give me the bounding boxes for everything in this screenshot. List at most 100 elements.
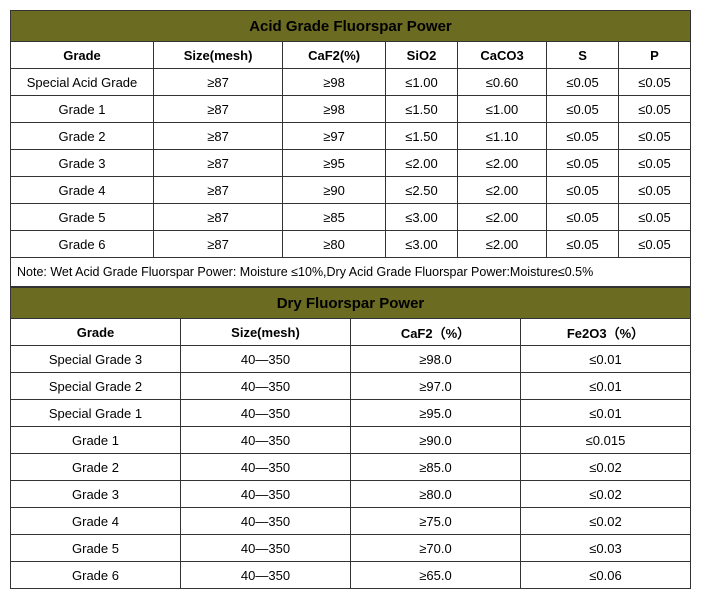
- table-cell: ≥87: [154, 231, 283, 258]
- table-cell: ≥90: [283, 177, 386, 204]
- table-cell: 40—350: [181, 346, 351, 373]
- table-cell: Grade 6: [11, 231, 154, 258]
- table-cell: ≤2.50: [386, 177, 458, 204]
- table-cell: Special Grade 1: [11, 400, 181, 427]
- acid-header-p: P: [619, 42, 691, 69]
- table-cell: ≤0.05: [619, 96, 691, 123]
- table-cell: 40—350: [181, 454, 351, 481]
- table-cell: Special Acid Grade: [11, 69, 154, 96]
- table-cell: ≤0.05: [547, 96, 619, 123]
- dry-table: Dry Fluorspar Power Grade Size(mesh) CaF…: [10, 287, 691, 589]
- dry-header-grade: Grade: [11, 319, 181, 346]
- table-cell: ≤0.02: [521, 481, 691, 508]
- table-cell: ≥80.0: [351, 481, 521, 508]
- acid-header-row: Grade Size(mesh) CaF2(%) SiO2 CaCO3 S P: [11, 42, 691, 69]
- table-cell: 40—350: [181, 427, 351, 454]
- table-cell: ≥90.0: [351, 427, 521, 454]
- table-cell: ≤0.05: [547, 231, 619, 258]
- table-cell: ≤0.05: [619, 69, 691, 96]
- table-row: Grade 140—350≥90.0≤0.015: [11, 427, 691, 454]
- table-cell: ≤2.00: [457, 150, 546, 177]
- acid-title-row: Acid Grade Fluorspar Power: [11, 11, 691, 42]
- acid-header-grade: Grade: [11, 42, 154, 69]
- table-row: Special Acid Grade≥87≥98≤1.00≤0.60≤0.05≤…: [11, 69, 691, 96]
- table-cell: 40—350: [181, 508, 351, 535]
- acid-header-caco3: CaCO3: [457, 42, 546, 69]
- table-cell: Grade 5: [11, 204, 154, 231]
- table-cell: 40—350: [181, 400, 351, 427]
- dry-header-caf2: CaF2（%）: [351, 319, 521, 346]
- dry-header-fe2o3: Fe2O3（%）: [521, 319, 691, 346]
- table-cell: ≤0.05: [547, 123, 619, 150]
- table-row: Grade 440—350≥75.0≤0.02: [11, 508, 691, 535]
- table-cell: Grade 1: [11, 96, 154, 123]
- acid-header-size: Size(mesh): [154, 42, 283, 69]
- table-cell: 40—350: [181, 481, 351, 508]
- table-cell: Grade 6: [11, 562, 181, 589]
- table-cell: Grade 4: [11, 508, 181, 535]
- table-row: Grade 4≥87≥90≤2.50≤2.00≤0.05≤0.05: [11, 177, 691, 204]
- acid-title: Acid Grade Fluorspar Power: [11, 11, 691, 42]
- table-cell: ≤1.50: [386, 123, 458, 150]
- table-cell: ≥98: [283, 69, 386, 96]
- table-cell: ≤0.05: [619, 123, 691, 150]
- table-row: Special Grade 140—350≥95.0≤0.01: [11, 400, 691, 427]
- table-row: Grade 340—350≥80.0≤0.02: [11, 481, 691, 508]
- dry-header-row: Grade Size(mesh) CaF2（%） Fe2O3（%）: [11, 319, 691, 346]
- table-cell: ≥95: [283, 150, 386, 177]
- table-cell: ≤0.05: [619, 177, 691, 204]
- table-cell: ≥87: [154, 123, 283, 150]
- table-cell: ≤3.00: [386, 231, 458, 258]
- acid-note: Note: Wet Acid Grade Fluorspar Power: Mo…: [11, 258, 691, 287]
- table-cell: ≥98: [283, 96, 386, 123]
- table-row: Grade 3≥87≥95≤2.00≤2.00≤0.05≤0.05: [11, 150, 691, 177]
- table-cell: Special Grade 2: [11, 373, 181, 400]
- dry-title: Dry Fluorspar Power: [11, 288, 691, 319]
- table-cell: ≤0.02: [521, 508, 691, 535]
- acid-header-s: S: [547, 42, 619, 69]
- table-row: Grade 1≥87≥98≤1.50≤1.00≤0.05≤0.05: [11, 96, 691, 123]
- table-cell: ≤0.01: [521, 346, 691, 373]
- table-cell: ≥65.0: [351, 562, 521, 589]
- table-cell: ≥85.0: [351, 454, 521, 481]
- table-cell: ≥80: [283, 231, 386, 258]
- table-cell: ≤0.01: [521, 400, 691, 427]
- table-cell: ≤2.00: [457, 231, 546, 258]
- table-cell: ≤2.00: [457, 204, 546, 231]
- table-cell: ≤0.05: [547, 177, 619, 204]
- table-cell: ≥87: [154, 150, 283, 177]
- table-cell: ≥85: [283, 204, 386, 231]
- table-cell: ≥95.0: [351, 400, 521, 427]
- table-cell: Grade 3: [11, 150, 154, 177]
- table-cell: ≥70.0: [351, 535, 521, 562]
- table-cell: ≤0.01: [521, 373, 691, 400]
- table-row: Grade 6≥87≥80≤3.00≤2.00≤0.05≤0.05: [11, 231, 691, 258]
- table-cell: ≤0.03: [521, 535, 691, 562]
- table-row: Special Grade 240—350≥97.0≤0.01: [11, 373, 691, 400]
- table-cell: ≤0.05: [619, 150, 691, 177]
- table-cell: ≥87: [154, 96, 283, 123]
- table-cell: ≤0.02: [521, 454, 691, 481]
- table-cell: ≥87: [154, 177, 283, 204]
- table-cell: ≤0.05: [547, 150, 619, 177]
- table-cell: ≤1.50: [386, 96, 458, 123]
- table-cell: ≤1.00: [386, 69, 458, 96]
- table-cell: ≥97: [283, 123, 386, 150]
- acid-header-caf2: CaF2(%): [283, 42, 386, 69]
- acid-table: Acid Grade Fluorspar Power Grade Size(me…: [10, 10, 691, 287]
- table-cell: ≥98.0: [351, 346, 521, 373]
- table-cell: ≥87: [154, 204, 283, 231]
- table-cell: Grade 2: [11, 454, 181, 481]
- table-cell: 40—350: [181, 562, 351, 589]
- table-cell: ≤0.05: [619, 204, 691, 231]
- table-cell: ≤0.60: [457, 69, 546, 96]
- table-cell: ≤0.05: [547, 69, 619, 96]
- table-cell: 40—350: [181, 373, 351, 400]
- table-cell: ≥97.0: [351, 373, 521, 400]
- acid-header-sio2: SiO2: [386, 42, 458, 69]
- table-cell: 40—350: [181, 535, 351, 562]
- table-cell: Grade 3: [11, 481, 181, 508]
- table-cell: ≤2.00: [386, 150, 458, 177]
- dry-title-row: Dry Fluorspar Power: [11, 288, 691, 319]
- table-cell: Grade 1: [11, 427, 181, 454]
